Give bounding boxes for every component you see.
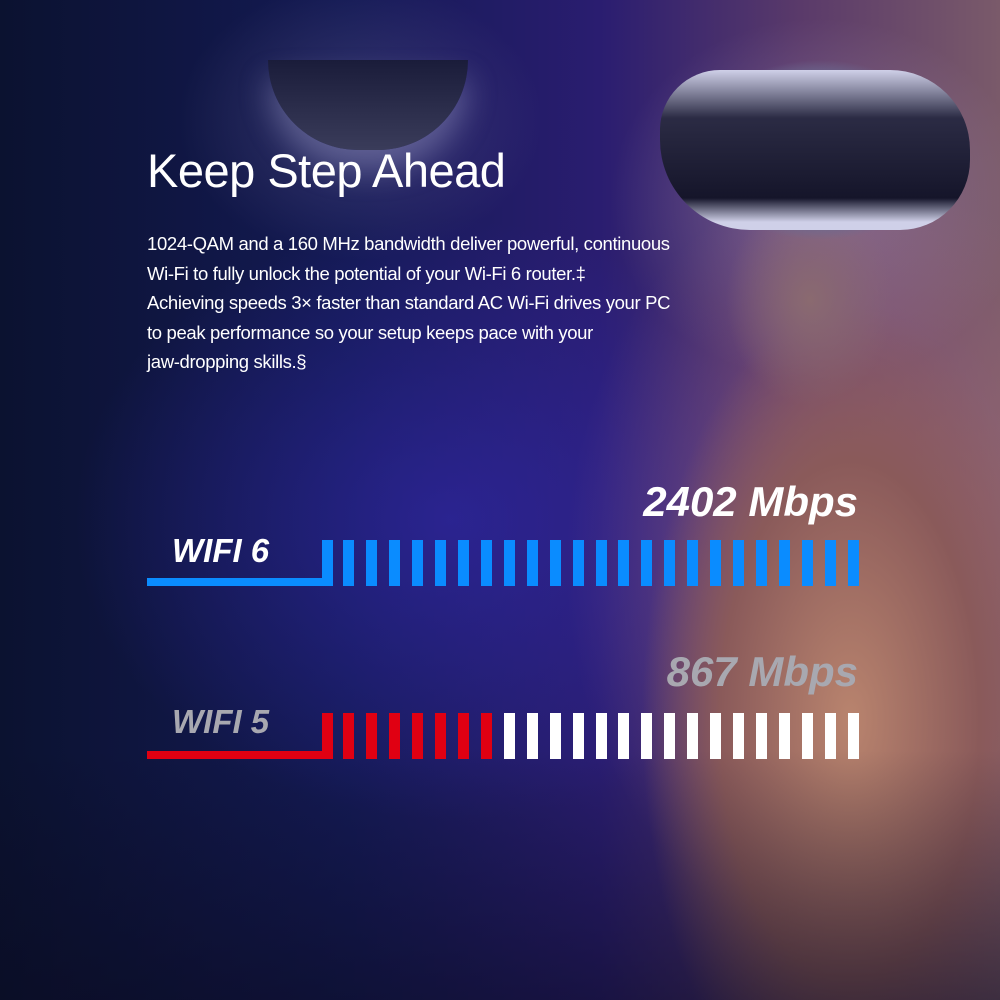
bar-segment-filled	[434, 713, 446, 759]
bar-segment-filled	[641, 540, 653, 586]
bar-segment-empty	[756, 713, 768, 759]
bar-segment-filled	[480, 540, 492, 586]
bar-segment-filled	[733, 540, 745, 586]
bar-segment-filled	[848, 540, 859, 586]
bar-segment-empty	[825, 713, 837, 759]
bar-segment-empty	[710, 713, 722, 759]
bar-segment-filled	[411, 713, 423, 759]
bar-segment-filled	[457, 713, 469, 759]
bar-segment-filled	[664, 540, 676, 586]
bar-segment-empty	[618, 713, 630, 759]
bar-baseline	[147, 751, 333, 759]
bar-segment-filled	[572, 540, 584, 586]
description-line: Achieving speeds 3× faster than standard…	[147, 292, 671, 313]
bar-segment-empty	[526, 713, 538, 759]
description-line: 1024-QAM and a 160 MHz bandwidth deliver…	[147, 233, 670, 254]
bar-segment-filled	[503, 540, 515, 586]
bar-baseline	[147, 578, 333, 586]
description-line: to peak performance so your setup keeps …	[147, 321, 593, 343]
wifi5-label: WIFI 5	[172, 703, 270, 740]
bar-segment-filled	[365, 713, 377, 759]
wifi6-speed-bar	[147, 540, 859, 586]
bar-segment-empty	[641, 713, 653, 759]
bar-riser	[322, 540, 333, 586]
bar-segment-filled	[802, 540, 814, 586]
wifi6-speed: 2402 Mbps	[643, 478, 858, 525]
bar-segment-filled	[710, 540, 722, 586]
bar-segment-empty	[687, 713, 699, 759]
bar-segment-filled	[549, 540, 561, 586]
bar-segment-filled	[618, 540, 630, 586]
bar-segment-empty	[733, 713, 745, 759]
bar-segment-empty	[503, 713, 515, 759]
bar-segment-empty	[802, 713, 814, 759]
bar-segment-filled	[756, 540, 768, 586]
bar-segment-empty	[664, 713, 676, 759]
bar-segment-filled	[343, 540, 354, 586]
bar-segment-empty	[572, 713, 584, 759]
bar-segment-filled	[526, 540, 538, 586]
bar-segment-filled	[480, 713, 492, 759]
wifi5-speed-bar	[147, 713, 859, 759]
headline: Keep Step Ahead	[147, 144, 506, 197]
bar-segment-empty	[779, 713, 791, 759]
bar-segment-filled	[388, 713, 400, 759]
bar-segment-filled	[779, 540, 791, 586]
bar-segment-filled	[687, 540, 699, 586]
bar-segment-empty	[549, 713, 561, 759]
bar-segment-empty	[848, 713, 859, 759]
description: 1024-QAM and a 160 MHz bandwidth deliver…	[147, 229, 670, 377]
bar-segment-filled	[825, 540, 837, 586]
bar-riser	[322, 713, 333, 759]
bar-segment-filled	[411, 540, 423, 586]
description-line: Wi-Fi to fully unlock the potential of y…	[147, 262, 586, 284]
bar-segment-filled	[595, 540, 607, 586]
wifi5-speed: 867 Mbps	[666, 648, 858, 695]
bar-segment-empty	[595, 713, 607, 759]
bar-segment-filled	[434, 540, 446, 586]
bar-segment-filled	[388, 540, 400, 586]
bar-segment-filled	[343, 713, 354, 759]
bar-segment-filled	[457, 540, 469, 586]
wifi6-label: WIFI 6	[172, 532, 270, 569]
bar-segment-filled	[365, 540, 377, 586]
description-line: jaw-dropping skills.§	[147, 351, 307, 372]
